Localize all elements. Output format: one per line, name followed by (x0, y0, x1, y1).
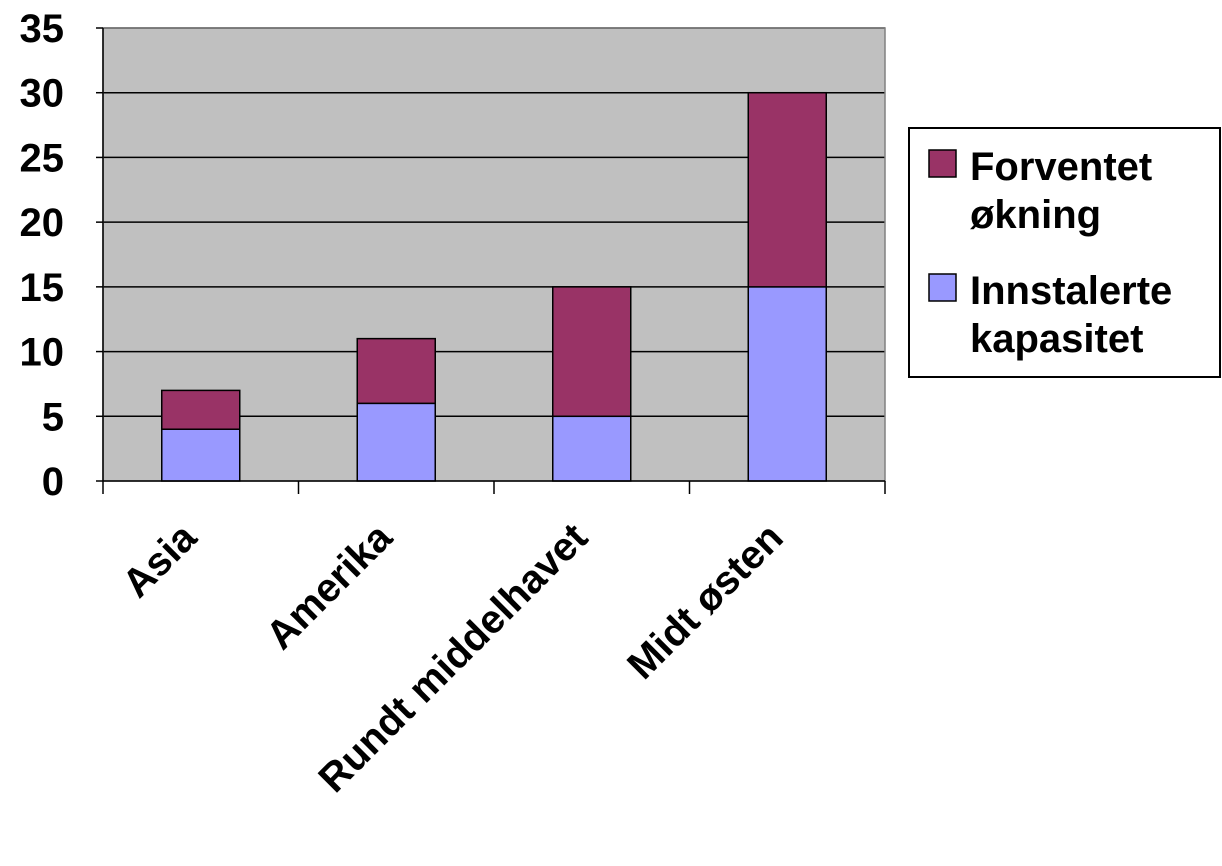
y-tick-label: 20 (20, 201, 65, 245)
bar-segment (356, 402, 436, 482)
legend-box (908, 127, 1221, 378)
legend-swatch (928, 149, 957, 178)
x-tick-label: Asia (114, 515, 205, 606)
bar-segment (161, 428, 241, 482)
x-tick-label: Midt østen (619, 515, 792, 688)
y-tick-label: 0 (42, 460, 64, 504)
y-tick-label: 35 (20, 7, 65, 51)
y-tick-label: 10 (20, 331, 65, 375)
x-tick-label: Amerika (258, 515, 401, 658)
legend-label: økning (970, 193, 1101, 237)
y-tick-label: 25 (20, 136, 65, 180)
legend-label: Forventet (970, 145, 1152, 189)
plot-area (102, 27, 886, 482)
bar-segment (161, 389, 241, 430)
legend-swatch (928, 273, 957, 302)
bar-segment (747, 91, 827, 288)
legend-label: kapasitet (970, 317, 1143, 361)
bar-segment (747, 286, 827, 482)
bar-segment (552, 286, 632, 418)
y-axis: 0 5 10 15 20 25 30 35 (20, 7, 104, 504)
legend-label: Innstalerte (970, 269, 1172, 313)
y-tick-label: 5 (42, 395, 64, 439)
bar-segment (552, 415, 632, 482)
bar-segment (356, 337, 436, 405)
y-tick-label: 15 (20, 266, 65, 310)
y-tick-label: 30 (20, 72, 65, 116)
